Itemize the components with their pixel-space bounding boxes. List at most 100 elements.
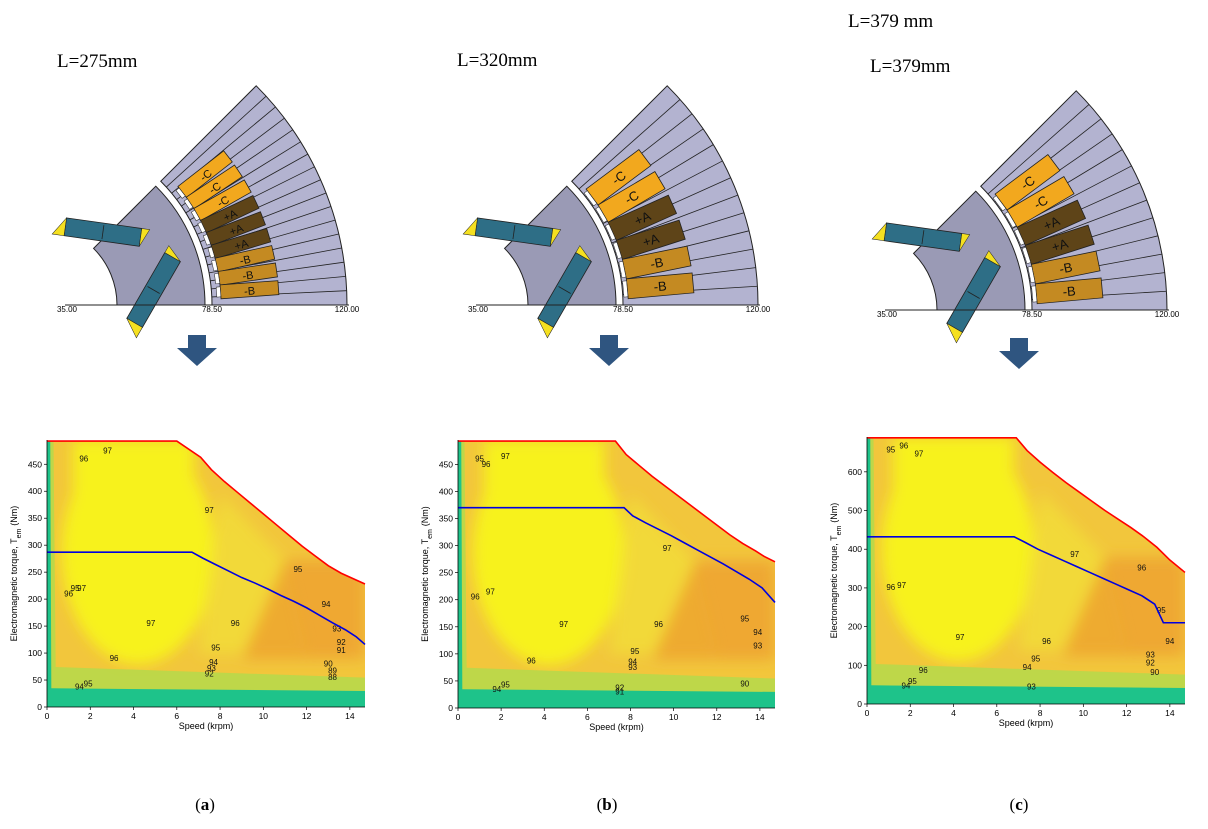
geometry-label-inner: 35.00 [57, 305, 78, 314]
coil-4: +A [612, 219, 686, 260]
coil-label: +A [641, 231, 661, 250]
contour-label: 94 [628, 658, 637, 667]
coil-wedge [1027, 265, 1036, 284]
contour-label: 95 [908, 677, 917, 686]
magnet-arrow [512, 225, 516, 240]
magnet-barrier [164, 245, 181, 262]
efficiency-green-band [867, 437, 1185, 704]
coil-6: -B [622, 272, 695, 300]
geometry-label-outer: 120.00 [335, 305, 360, 314]
y-axis-title-main: Electromagnetic torque, T [9, 538, 19, 641]
magnet-arrow [967, 291, 980, 299]
y-tick-label: 0 [857, 699, 862, 709]
coil-wedge [211, 259, 218, 272]
y-axis-title: Electromagnetic torque, Tem (Nm) [420, 506, 434, 642]
y-tick-label: 50 [444, 676, 454, 686]
coil-label: -C [207, 180, 223, 196]
down-arrow [589, 335, 629, 366]
x-tick-label: 8 [628, 712, 633, 722]
rated-torque-line [867, 536, 1185, 624]
contour-label: 97 [559, 620, 568, 629]
coil-label: -B [1058, 259, 1074, 276]
max-torque-envelope [458, 440, 776, 563]
contour-label: 97 [501, 452, 510, 461]
y-tick-label: 400 [848, 544, 862, 554]
contour-label: 94 [75, 683, 84, 692]
y-tick-label: 0 [448, 703, 453, 713]
y-axis-title-unit: (Nm) [9, 506, 19, 526]
x-axis-title: Speed (krpm) [179, 721, 234, 731]
y-tick-label: 50 [33, 675, 43, 685]
magnet-upper [51, 217, 151, 247]
coil-1: -C [583, 148, 652, 207]
contour-label: 96 [79, 455, 88, 464]
coil-label: +A [222, 207, 240, 224]
x-tick-label: 8 [218, 711, 223, 721]
contour-label: 93 [207, 664, 216, 673]
y-tick-label: 100 [439, 649, 453, 659]
geometry-label-gap: 78.50 [1022, 310, 1043, 319]
contour-label: 96 [527, 657, 536, 666]
coil-8: -B [214, 262, 278, 286]
contour-label: 92 [615, 684, 624, 693]
coil-5: -B [618, 245, 692, 280]
contour-label: 97 [103, 446, 112, 455]
coil-9: -B [215, 280, 280, 300]
contour-label: 90 [324, 660, 333, 669]
coil-label: -B [1062, 283, 1076, 299]
coil-4: +A [1021, 224, 1095, 265]
coil-label: +A [1041, 213, 1062, 233]
caption-open: ( [597, 795, 603, 814]
efficiency-core-group [61, 440, 365, 665]
x-tick-label: 2 [88, 711, 93, 721]
efficiency-core-group [881, 437, 1185, 662]
rotor-core [503, 185, 617, 306]
down-arrow [177, 335, 217, 366]
panel-b: -C-C+A+A-B-B35.00 78.50 120.00L=320mm97969… [420, 50, 776, 814]
contour-label: 96 [482, 460, 491, 469]
x-tick-label: 0 [45, 711, 50, 721]
contour-label: 91 [615, 687, 624, 696]
efficiency-core [483, 440, 605, 588]
contour-label: 93 [628, 663, 637, 672]
efficiency-orange-band [241, 560, 365, 659]
coil-6: +A [207, 227, 272, 260]
contour-label: 97 [486, 587, 495, 596]
contour-label: 95 [71, 584, 80, 593]
stator-slot-line [578, 99, 681, 190]
x-tick-label: 10 [259, 711, 269, 721]
coil-7: -B [211, 245, 276, 273]
contour-label: 94 [753, 628, 762, 637]
magnet-barrier [51, 217, 67, 237]
contour-label: 97 [663, 544, 672, 553]
x-tick-label: 14 [1165, 708, 1175, 718]
contour-label: 94 [1165, 637, 1174, 646]
magnet-lower [126, 245, 181, 339]
contour-label: 89 [328, 667, 337, 676]
x-tick-label: 12 [302, 711, 312, 721]
coil-wedge [618, 260, 627, 279]
coil-label: +A [1050, 236, 1070, 255]
coil-label: +A [228, 222, 246, 238]
geometry-label-outer: 120.00 [1155, 310, 1180, 319]
x-tick-label: 14 [345, 711, 355, 721]
rated-torque-line [458, 506, 776, 603]
outside-envelope [47, 440, 365, 585]
panel-caption: (c) [1010, 795, 1029, 814]
y-tick-label: 600 [848, 467, 862, 477]
contour-label: 94 [492, 685, 501, 694]
y-tick-label: 100 [28, 648, 42, 658]
coil-3: +A [604, 194, 678, 241]
coil-wedge [583, 190, 598, 207]
magnet-barrier [139, 228, 151, 247]
y-tick-label: 150 [439, 622, 453, 632]
coil-wedge [215, 286, 222, 298]
y-tick-label: 450 [439, 459, 453, 469]
x-tick-label: 6 [994, 708, 999, 718]
contour-label: 93 [753, 641, 762, 650]
efficiency-green-band [458, 440, 775, 708]
contour-label: 94 [322, 600, 331, 609]
length-label: L=275mm [57, 51, 138, 72]
